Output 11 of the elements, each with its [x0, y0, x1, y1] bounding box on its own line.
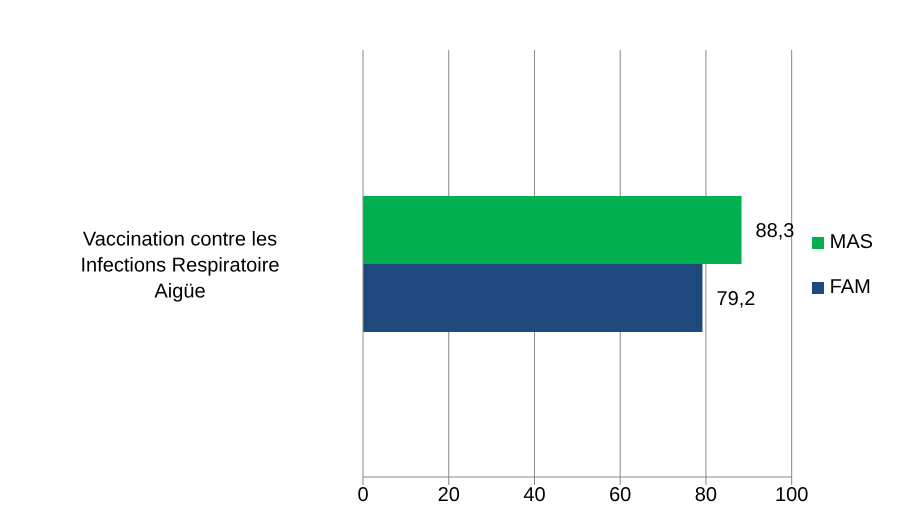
y-tick-label: Vaccination contre les Infections Respiratoire Aigüe [80, 228, 280, 302]
legend-label: MAS [830, 231, 873, 254]
x-tick-label: 80 [694, 484, 718, 506]
x-tick-label: 0 [357, 484, 369, 506]
data-label: 88,3 [756, 220, 794, 242]
x-tick-label: 40 [523, 484, 546, 506]
x-tick-label: 100 [774, 484, 808, 506]
x-tick-label: 20 [438, 484, 460, 506]
data-label: 79,2 [716, 288, 756, 310]
x-tick-label: 60 [609, 484, 632, 506]
legend-label: FAM [830, 276, 871, 299]
